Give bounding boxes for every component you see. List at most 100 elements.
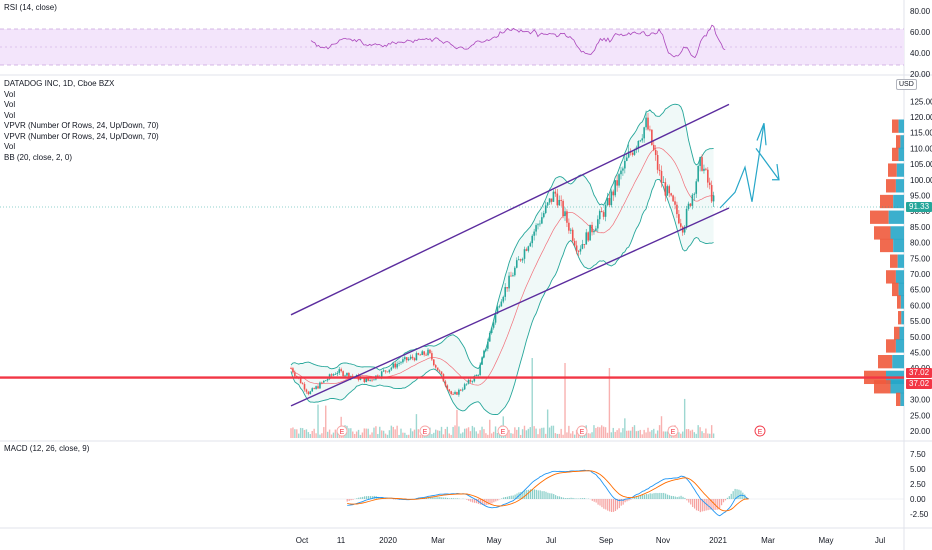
macd-histogram-bar [601,499,603,508]
currency-badge[interactable]: USD [896,79,917,90]
macd-histogram-bar [562,497,564,499]
candle-body [488,333,491,342]
volume-bar [369,434,371,438]
legend-vol-2[interactable]: Vol [4,100,16,109]
price-tick-label: 70.00 [910,270,931,279]
legend-bb[interactable]: BB (20, close, 2, 0) [4,152,73,162]
macd-histogram-bar [362,496,364,499]
volume-bar [622,428,624,438]
volume-bar [415,414,418,438]
candle-body [542,213,545,218]
legend-vpvr-2[interactable]: VPVR (Number Of Rows, 24, Up/Down, 70) [4,131,159,141]
candle-body [521,258,524,261]
projection-path[interactable] [719,123,780,209]
macd-histogram-bar [545,491,547,499]
candle-body [577,251,580,252]
macd-histogram-bar [630,499,632,500]
volume-bar [618,428,620,438]
candle-body [305,389,308,392]
vpvr-row-up [897,254,904,268]
candle-body [622,168,624,171]
volume-bar [336,431,339,438]
macd-histogram-bar [576,498,578,499]
macd-histogram-bar [441,497,443,499]
macd-histogram-bar [556,496,559,499]
legend-vol-1[interactable]: Vol [4,89,16,99]
macd-histogram-bar [686,499,688,501]
vpvr-row-up [892,355,904,369]
legend-symbol[interactable]: DATADOG INC, 1D, Cboe BZX [4,79,115,88]
volume-bar [477,433,479,438]
legend-vol-3[interactable]: Vol [4,110,16,120]
volume-bar [712,433,715,438]
candle-body [369,379,371,381]
macd-histogram-bar [657,493,659,499]
candle-body [417,353,420,355]
candle-body [290,368,292,369]
candle-body [510,275,512,277]
macd-histogram-bar [638,496,640,499]
macd-histogram-bar [599,499,601,506]
volume-bar [518,427,520,438]
volume-bar [483,429,485,438]
macd-histogram-bar [701,499,703,512]
macd-histogram-bar [547,492,549,499]
macd-histogram-bar [541,491,543,499]
candle-body [411,356,414,359]
channel-lower-line[interactable] [290,207,730,407]
macd-histogram-bar [528,489,530,499]
legend-vol-4[interactable]: Vol [4,142,16,151]
volume-bar [595,428,597,438]
price-tick-label: 115.00 [910,129,932,138]
candle-body [330,374,333,376]
macd-histogram-bar [583,498,586,499]
volume-bar [365,428,367,438]
candle-body [701,157,703,171]
channel-upper-line[interactable] [290,103,730,316]
candle-body [614,180,616,196]
candle-body [514,267,516,276]
volume-bar [525,430,528,438]
macd-histogram-bar [497,499,499,501]
volume-bar [315,433,317,438]
candle-body [618,174,620,186]
candle-body [672,195,674,202]
macd-histogram-bar [672,496,674,499]
macd-histogram-bar [506,496,508,499]
bb-lower-line [290,178,714,416]
legend-vpvr-1[interactable]: VPVR (Number Of Rows, 24, Up/Down, 70) [4,121,159,130]
volume-bar [693,432,696,438]
candle-body [292,368,294,373]
macd-histogram-bar [472,499,474,503]
macd-histogram-bar [346,499,348,502]
candle-body [600,211,603,213]
macd-histogram-bar [553,494,555,499]
candle-body [660,171,663,183]
candle-body [294,372,296,377]
candle-body [413,358,416,361]
projection-down-path [755,148,780,181]
candle-body [465,383,468,385]
macd-histogram-bar [437,497,439,499]
volume-bar [325,405,327,438]
volume-bar [539,428,541,438]
volume-bar [388,430,391,438]
candle-body [523,249,526,259]
time-axis-label: May [486,536,501,545]
volume-bar [643,429,645,438]
volume-bar [682,431,684,438]
macd-histogram-bar [643,494,646,499]
candle-body [303,384,306,390]
candle-body [647,117,649,130]
rsi-line [310,24,726,59]
candle-body [421,351,424,356]
macd-histogram-bar [360,497,362,499]
volume-bar [554,433,557,438]
volume-bar [639,429,641,438]
volume-bar [390,425,393,438]
time-axis-label: 2020 [379,536,397,545]
macd-histogram-bar [645,494,647,499]
candle-body [446,385,449,390]
bb-fill [291,104,714,415]
